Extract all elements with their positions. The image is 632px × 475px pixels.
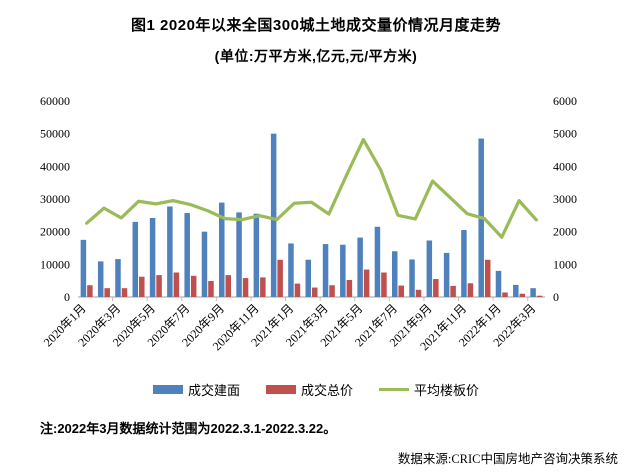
total-price-swatch-icon [265,385,296,394]
total-price-bar [381,272,387,297]
legend-label-floor-area: 成交建面 [187,383,240,398]
total-price-bar [346,280,353,297]
total-price-bar [329,285,335,297]
right-axis-tick-label: 1000 [553,257,577,271]
floor-area-bar [426,240,433,297]
legend-item-avg-floor-price: 平均楼板价 [379,380,479,399]
total-price-bar [104,288,110,297]
floor-area-bar [97,261,104,297]
floor-area-bar [270,133,277,297]
right-axis-tick-label: 4000 [553,159,577,173]
data-source: 数据来源:CRIC中国房地产咨询决策系统 [397,452,618,466]
total-price-bar [450,285,456,297]
floor-area-bar [115,259,121,297]
total-price-bar [208,280,214,297]
total-price-bar [242,278,249,297]
floor-area-bar [513,284,519,297]
left-axis-tick-label: 60000 [40,94,70,108]
total-price-bar [484,259,491,297]
left-axis-tick-label: 50000 [40,127,70,141]
right-axis-tick-label: 2000 [553,225,577,239]
floor-area-bar [288,243,294,297]
total-price-bar [398,285,404,297]
total-price-bar [121,288,128,297]
total-price-bar [415,289,422,297]
avg-floor-price-line-icon [379,388,409,391]
floor-area-bar [461,230,467,297]
total-price-bar [502,292,508,297]
data-range-note: 注:2022年3月数据统计范围为2022.3.1-2022.3.22。 [40,421,337,436]
chart-legend: 成交建面 成交总价 平均楼板价 [0,380,632,399]
right-axis-tick-label: 0 [553,290,559,304]
floor-area-bar [357,237,363,297]
floor-area-bar [184,213,190,297]
total-price-bar [173,272,180,297]
floor-area-bar [236,212,242,297]
left-axis-tick-label: 10000 [40,257,70,271]
floor-area-bar [167,206,173,297]
floor-area-bar [201,231,208,297]
floor-area-bar [305,259,311,297]
total-price-bar [433,279,439,297]
avg-floor-price-line [85,137,538,239]
total-price-bar [225,275,232,297]
legend-label-total-price: 成交总价 [300,383,353,398]
floor-area-bar [374,226,381,297]
floor-area-bar [149,217,156,297]
total-price-bar [156,275,162,297]
legend-item-floor-area: 成交建面 [152,380,240,399]
right-axis-tick-label: 5000 [553,127,577,141]
left-axis-tick-label: 0 [64,290,70,304]
total-price-bar [536,295,543,297]
floor-area-swatch-icon [152,385,183,394]
right-axis-tick-label: 6000 [553,94,577,108]
floor-area-bar [253,213,260,297]
floor-area-bar [132,221,139,297]
total-price-bar [87,285,93,297]
floor-area-bar [409,259,415,297]
total-price-bar [260,277,266,297]
total-price-bar [467,283,474,297]
floor-area-bar [495,270,502,297]
floor-area-bar [80,239,87,297]
right-axis-tick-label: 3000 [553,192,577,206]
chart-subtitle: (单位:万平方米,亿元,元/平方米) [214,48,418,64]
floor-area-bar [322,244,329,297]
trend-chart-svg: 0 10000 20000 30000 40000 50000 60000 0 1000 2000… [40,94,577,353]
left-axis-tick-label: 20000 [40,225,70,239]
total-price-bar [312,287,318,297]
total-price-bar [363,269,370,297]
floor-area-bar [219,202,225,297]
total-price-bar [139,276,145,297]
total-price-bar [190,275,197,297]
total-price-bar [277,259,283,297]
left-axis-tick-label: 40000 [40,159,70,173]
legend-label-avg-floor-price: 平均楼板价 [414,383,480,398]
floor-area-bar [340,244,346,297]
legend-item-total-price: 成交总价 [265,380,353,399]
floor-area-bar [530,288,536,297]
chart-title: 图1 2020年以来全国300城土地成交量价情况月度走势 [131,17,501,34]
left-axis-tick-label: 30000 [40,192,70,206]
total-price-bar [519,293,526,297]
floor-area-bar [391,251,398,297]
total-price-bar [294,283,301,297]
floor-area-bar [443,252,450,297]
